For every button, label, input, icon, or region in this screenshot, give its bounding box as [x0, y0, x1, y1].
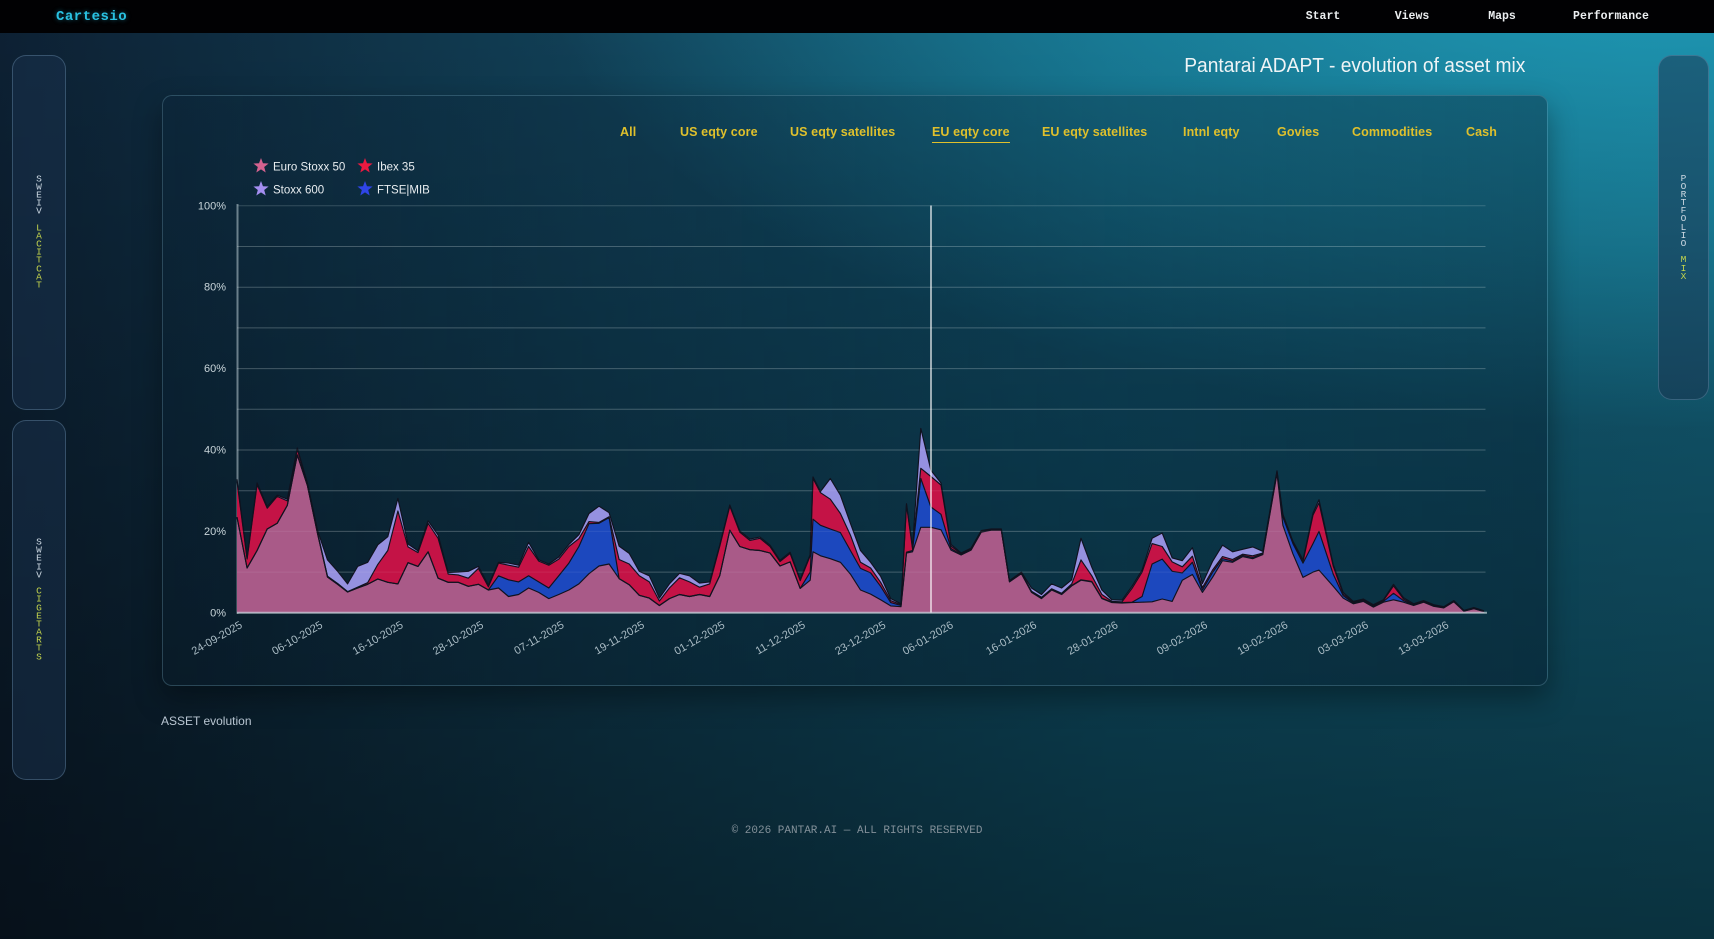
- svg-text:28-10-2025: 28-10-2025: [431, 619, 486, 658]
- svg-text:03-03-2026: 03-03-2026: [1316, 619, 1371, 658]
- svg-text:16-01-2026: 16-01-2026: [984, 619, 1039, 658]
- svg-text:Euro Stoxx 50: Euro Stoxx 50: [273, 162, 345, 174]
- svg-text:28-01-2026: 28-01-2026: [1066, 619, 1121, 658]
- svg-text:06-01-2026: 06-01-2026: [901, 619, 956, 658]
- svg-text:06-10-2025: 06-10-2025: [270, 619, 325, 658]
- svg-text:07-11-2025: 07-11-2025: [512, 619, 566, 657]
- svg-text:16-10-2025: 16-10-2025: [351, 619, 406, 658]
- svg-text:09-02-2026: 09-02-2026: [1155, 619, 1210, 658]
- svg-text:60%: 60%: [204, 363, 226, 375]
- svg-text:13-03-2026: 13-03-2026: [1396, 619, 1451, 658]
- svg-text:11-12-2025: 11-12-2025: [754, 619, 808, 657]
- svg-text:Stoxx 600: Stoxx 600: [273, 185, 324, 197]
- svg-text:19-11-2025: 19-11-2025: [593, 619, 647, 657]
- svg-text:20%: 20%: [204, 526, 226, 538]
- svg-text:100%: 100%: [198, 200, 226, 212]
- svg-text:0%: 0%: [210, 607, 226, 619]
- svg-text:24-09-2025: 24-09-2025: [190, 619, 245, 658]
- svg-text:01-12-2025: 01-12-2025: [672, 619, 727, 658]
- svg-text:23-12-2025: 23-12-2025: [833, 619, 888, 658]
- svg-text:FTSE|MIB: FTSE|MIB: [377, 185, 430, 197]
- svg-text:19-02-2026: 19-02-2026: [1235, 619, 1290, 658]
- svg-text:80%: 80%: [204, 282, 226, 294]
- svg-text:Ibex 35: Ibex 35: [377, 162, 415, 174]
- svg-text:40%: 40%: [204, 445, 226, 457]
